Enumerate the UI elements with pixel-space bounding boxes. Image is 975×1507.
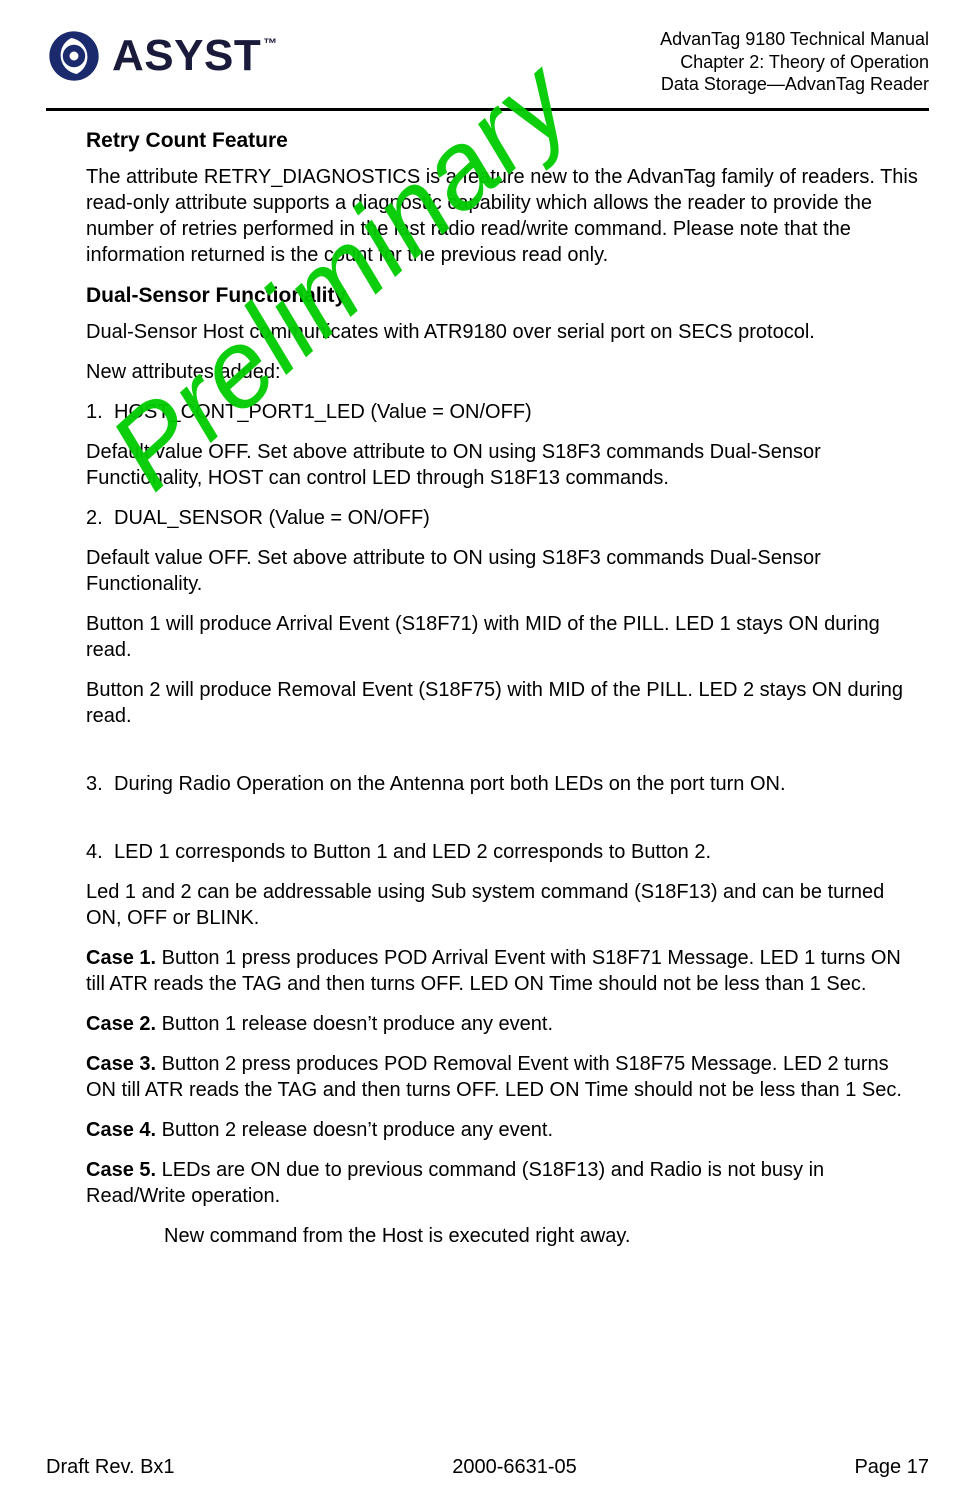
logo-tm: ™ — [263, 35, 278, 51]
list-item-2: 2.DUAL_SENSOR (Value = ON/OFF) — [86, 505, 923, 531]
list-num-2: 2. — [86, 505, 114, 531]
logo-text: ASYST™ — [112, 31, 276, 81]
logo-swirl-icon — [46, 28, 102, 84]
case-1-label: Case 1. — [86, 947, 156, 969]
list-num-4: 4. — [86, 839, 114, 865]
list-text-3: During Radio Operation on the Antenna po… — [114, 773, 786, 795]
case-1-text: Button 1 press produces POD Arrival Even… — [86, 947, 901, 995]
list-item-1: 1.HOST_CONT_PORT1_LED (Value = ON/OFF) — [86, 399, 923, 425]
header-meta-line1: AdvanTag 9180 Technical Manual — [660, 28, 929, 51]
case-4-text: Button 2 release doesn’t produce any eve… — [156, 1119, 553, 1141]
header-rule — [46, 108, 929, 111]
header-meta-line3: Data Storage—AdvanTag Reader — [660, 73, 929, 96]
case-3-text: Button 2 press produces POD Removal Even… — [86, 1053, 902, 1101]
dual-p1: Dual-Sensor Host communicates with ATR91… — [86, 319, 923, 345]
case-5-text: LEDs are ON due to previous command (S18… — [86, 1159, 824, 1207]
dual-p3: Default value OFF. Set above attribute t… — [86, 439, 923, 491]
case-3: Case 3. Button 2 press produces POD Remo… — [86, 1051, 923, 1103]
list-item-3: 3.During Radio Operation on the Antenna … — [86, 771, 923, 797]
page-footer: Draft Rev. Bx1 2000-6631-05 Page 17 — [46, 1456, 929, 1479]
footer-left: Draft Rev. Bx1 — [46, 1456, 175, 1479]
footer-center: 2000-6631-05 — [452, 1456, 577, 1479]
section-title-retry: Retry Count Feature — [86, 127, 923, 154]
list-text-2: DUAL_SENSOR (Value = ON/OFF) — [114, 507, 430, 529]
case-4-label: Case 4. — [86, 1119, 156, 1141]
dual-p7: Led 1 and 2 can be addressable using Sub… — [86, 879, 923, 931]
case-4: Case 4. Button 2 release doesn’t produce… — [86, 1117, 923, 1143]
retry-p1: The attribute RETRY_DIAGNOSTICS is a fea… — [86, 164, 923, 268]
dual-p5: Button 1 will produce Arrival Event (S18… — [86, 611, 923, 663]
list-num-1: 1. — [86, 399, 114, 425]
list-text-1: HOST_CONT_PORT1_LED (Value = ON/OFF) — [114, 401, 532, 423]
case-2-label: Case 2. — [86, 1013, 156, 1035]
case-5: Case 5. LEDs are ON due to previous comm… — [86, 1157, 923, 1209]
logo-name: ASYST — [112, 31, 261, 80]
header-meta-line2: Chapter 2: Theory of Operation — [660, 51, 929, 74]
header-meta: AdvanTag 9180 Technical Manual Chapter 2… — [660, 28, 929, 96]
case-5-label: Case 5. — [86, 1159, 156, 1181]
section-title-dual: Dual-Sensor Functionality — [86, 282, 923, 309]
case-5-sub: New command from the Host is executed ri… — [86, 1223, 923, 1249]
dual-p2: New attributes added: — [86, 359, 923, 385]
case-2: Case 2. Button 1 release doesn’t produce… — [86, 1011, 923, 1037]
list-num-3: 3. — [86, 771, 114, 797]
case-3-label: Case 3. — [86, 1053, 156, 1075]
case-1: Case 1. Button 1 press produces POD Arri… — [86, 945, 923, 997]
list-item-4: 4.LED 1 corresponds to Button 1 and LED … — [86, 839, 923, 865]
list-text-4: LED 1 corresponds to Button 1 and LED 2 … — [114, 841, 711, 863]
page-content: Preliminary Retry Count Feature The attr… — [46, 127, 929, 1250]
dual-p4: Default value OFF. Set above attribute t… — [86, 545, 923, 597]
dual-p6: Button 2 will produce Removal Event (S18… — [86, 677, 923, 729]
case-2-text: Button 1 release doesn’t produce any eve… — [156, 1013, 553, 1035]
footer-right: Page 17 — [854, 1456, 929, 1479]
logo-block: ASYST™ — [46, 28, 276, 84]
page-header: ASYST™ AdvanTag 9180 Technical Manual Ch… — [46, 28, 929, 104]
